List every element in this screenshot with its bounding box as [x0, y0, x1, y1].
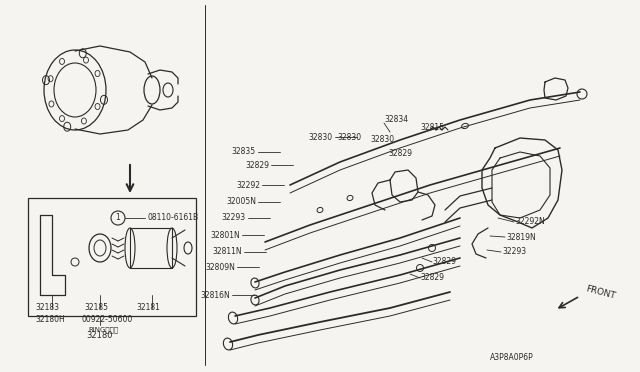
Text: RINGリング: RINGリング [88, 327, 118, 333]
Text: 32829: 32829 [432, 257, 456, 266]
Text: 32819N: 32819N [506, 232, 536, 241]
Text: 1: 1 [116, 214, 120, 222]
Text: 32292N: 32292N [515, 218, 545, 227]
Text: 32180: 32180 [87, 330, 113, 340]
Text: 32829: 32829 [420, 273, 444, 282]
Text: 32829: 32829 [245, 160, 269, 170]
Text: 32835: 32835 [232, 148, 256, 157]
Text: 08110-6161B: 08110-6161B [147, 214, 198, 222]
Text: 32816N: 32816N [200, 291, 230, 299]
Text: 32292: 32292 [236, 180, 260, 189]
Text: 32811N: 32811N [212, 247, 242, 257]
Text: 32293: 32293 [222, 214, 246, 222]
Text: FRONT: FRONT [585, 285, 617, 301]
Text: 32293: 32293 [502, 247, 526, 257]
Text: 32181: 32181 [136, 304, 160, 312]
Text: 32830: 32830 [309, 132, 333, 141]
Text: 32815: 32815 [420, 124, 444, 132]
Text: 32801N: 32801N [211, 231, 240, 240]
Text: 32829: 32829 [388, 148, 412, 157]
Text: 32183: 32183 [35, 304, 59, 312]
Bar [28, 198, 196, 316]
Text: A3P8A0P6P: A3P8A0P6P [490, 353, 534, 362]
Text: 32005N: 32005N [226, 198, 256, 206]
Text: 32830: 32830 [337, 132, 361, 141]
Text: 32185: 32185 [84, 304, 108, 312]
Text: 00922-50600: 00922-50600 [82, 315, 133, 324]
Text: 32830: 32830 [370, 135, 394, 144]
Text: 32834: 32834 [384, 115, 408, 125]
Text: 32180H: 32180H [35, 315, 65, 324]
Text: 32809N: 32809N [205, 263, 235, 272]
